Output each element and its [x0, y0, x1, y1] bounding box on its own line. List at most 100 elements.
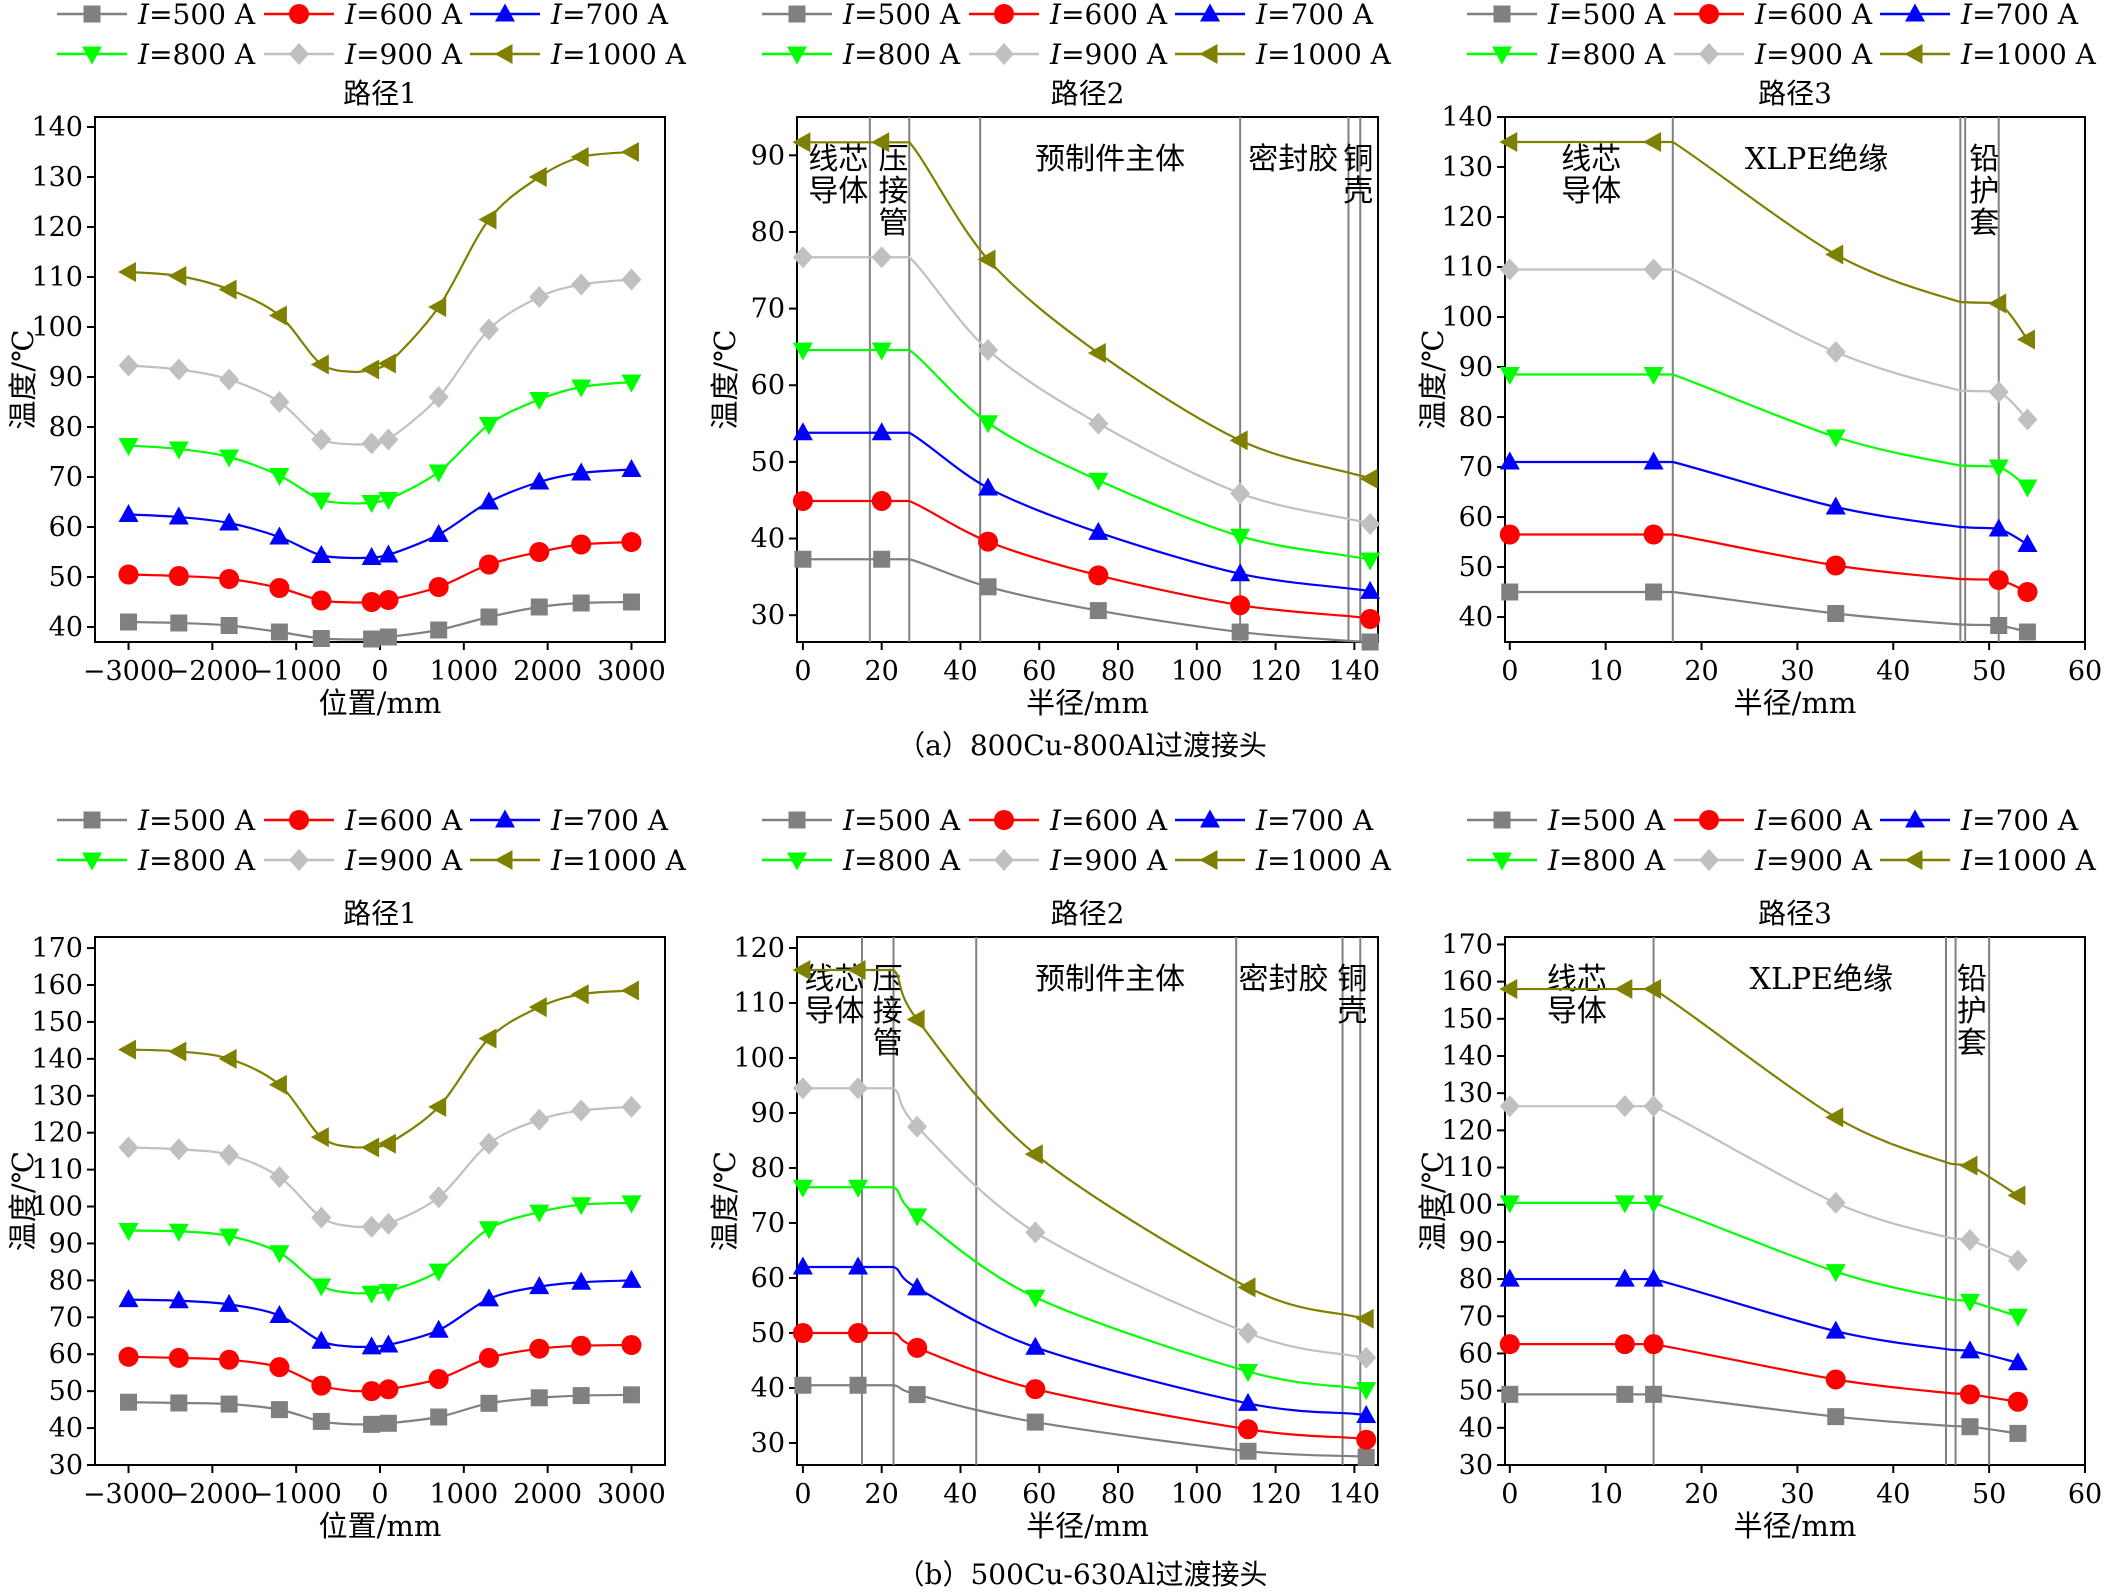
y-tick-label: 100	[1441, 1190, 1493, 1221]
y-axis-label: 温度/℃	[708, 329, 742, 429]
legend-marker-4	[787, 852, 807, 871]
data-point	[1643, 258, 1664, 281]
data-point	[622, 1386, 640, 1404]
data-point	[572, 594, 590, 612]
data-point	[1499, 451, 1520, 470]
data-point	[430, 621, 448, 639]
data-point	[1643, 1268, 1664, 1287]
data-point	[168, 1138, 189, 1161]
legend-marker-6	[1199, 850, 1218, 870]
series-line-2	[802, 1331, 1368, 1441]
data-point	[1238, 1364, 1259, 1382]
legend-label-5: I=900 A	[1754, 844, 1873, 877]
data-point	[1230, 528, 1251, 547]
data-point	[571, 273, 592, 296]
data-point	[170, 1394, 188, 1412]
legend-value: =700 A	[562, 0, 669, 31]
data-point	[792, 1179, 813, 1198]
y-tick-label: 30	[1459, 1450, 1493, 1481]
legend-value: =900 A	[1061, 844, 1168, 877]
legend-value: =1000 A	[1267, 38, 1392, 71]
data-point	[218, 279, 237, 300]
data-point	[571, 462, 592, 481]
data-point	[978, 531, 999, 552]
data-point	[2007, 1308, 2028, 1327]
data-point	[848, 1256, 869, 1275]
x-tick-label: 120	[1250, 1479, 1302, 1510]
y-tick-label: 70	[49, 1302, 83, 1333]
data-point	[1825, 1264, 1846, 1283]
data-point	[792, 422, 813, 441]
legend-symbol: I	[1960, 38, 1973, 71]
legend-value: =700 A	[1267, 804, 1374, 837]
series-line-5	[1509, 1105, 2019, 1262]
series-line-1	[1509, 1393, 2019, 1435]
data-point	[361, 1215, 382, 1238]
legend-label-5: I=900 A	[344, 844, 463, 877]
y-tick-label: 90	[49, 362, 83, 393]
legend-label-6: I=1000 A	[1255, 844, 1392, 877]
legend-symbol: I	[550, 804, 563, 837]
y-tick-label: 130	[1441, 152, 1493, 183]
y-tick-label: 80	[751, 217, 785, 248]
legend-value: =700 A	[1267, 0, 1374, 31]
legend-marker-3	[1200, 809, 1220, 828]
legend-marker-2	[1699, 4, 1719, 24]
data-point	[979, 578, 997, 596]
data-point	[572, 1387, 590, 1405]
y-tick-label: 110	[1441, 252, 1493, 283]
data-point	[1229, 430, 1248, 451]
data-point	[361, 495, 382, 513]
legend-marker-4	[82, 46, 102, 65]
data-point	[428, 1186, 449, 1209]
y-tick-label: 110	[1441, 1153, 1493, 1184]
x-tick-label: 0	[794, 656, 811, 687]
data-point	[1959, 1384, 1980, 1405]
data-point	[1961, 1418, 1979, 1436]
data-point	[478, 318, 499, 341]
data-point	[792, 246, 813, 269]
legend-label-2: I=600 A	[344, 804, 463, 837]
data-point	[219, 368, 240, 391]
data-point	[907, 1115, 928, 1138]
legend-symbol: I	[842, 38, 855, 71]
data-point	[118, 1346, 139, 1367]
data-point	[529, 1276, 550, 1295]
data-point	[118, 504, 139, 522]
region-label: 导体	[1561, 174, 1621, 209]
x-tick-label: 0	[794, 1479, 811, 1510]
legend-value: =800 A	[1559, 38, 1666, 71]
legend-value: =500 A	[149, 804, 256, 837]
data-point	[428, 524, 449, 542]
data-point	[871, 342, 892, 361]
x-tick-label: 60	[2068, 1479, 2102, 1510]
y-axis-label: 温度/℃	[1416, 329, 1450, 429]
data-point	[1087, 343, 1106, 364]
legend-marker-2	[1699, 810, 1719, 830]
data-point	[621, 268, 642, 291]
y-tick-label: 130	[31, 1081, 83, 1112]
data-point	[1825, 1320, 1846, 1339]
region-label: 导体	[1547, 994, 1607, 1029]
legend-value: =800 A	[1559, 844, 1666, 877]
x-axis-label: 半径/mm	[1026, 1509, 1149, 1543]
data-point	[219, 512, 240, 531]
legend-value: =800 A	[149, 844, 256, 877]
data-point	[529, 1204, 550, 1223]
region-label: 壳	[1343, 174, 1373, 209]
data-point	[168, 1041, 187, 1062]
y-axis-label: 温度/℃	[708, 1151, 742, 1251]
data-point	[1988, 459, 2009, 478]
series-line-3	[128, 468, 632, 560]
legend-symbol: I	[1049, 844, 1062, 877]
region-label: 管	[873, 1026, 903, 1061]
data-point	[792, 132, 811, 153]
series-line-3	[1509, 460, 2029, 546]
legend-symbol: I	[1255, 0, 1268, 31]
data-point	[361, 1336, 382, 1355]
legend-symbol: I	[1960, 844, 1973, 877]
data-point	[378, 544, 399, 563]
y-tick-label: 150	[31, 1007, 83, 1038]
data-point	[1825, 341, 1846, 363]
data-point	[428, 577, 449, 597]
